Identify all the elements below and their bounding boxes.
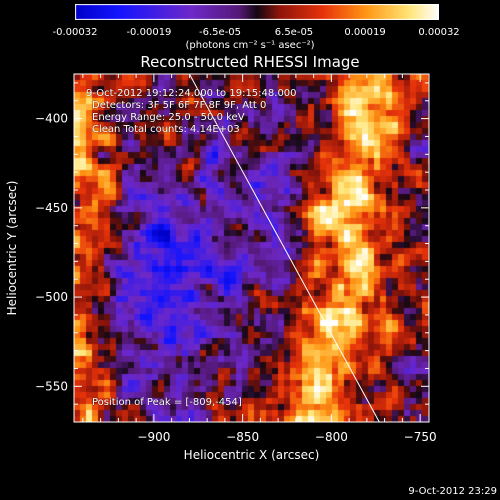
- x-tick-label: −900: [137, 430, 170, 444]
- footer-timestamp: 9-Oct-2012 23:29: [408, 486, 497, 497]
- solar-limb-line: [188, 73, 380, 423]
- colorbar-units: (photons cm⁻² s⁻¹ asec⁻²): [185, 40, 315, 51]
- colorbar-tick-labels: -0.00032 -0.00019 -6.5e-05 6.5e-05 0.00019 0.…: [0, 0, 500, 40]
- colorbar-tick-label: -0.00032: [52, 27, 98, 38]
- peak-annotation: Position of Peak = [-809,-454]: [92, 397, 242, 408]
- time-range-annotation: 9-Oct-2012 19:12:24.000 to 19:15:48.000: [86, 88, 297, 99]
- colorbar: [75, 4, 439, 20]
- heatmap-image: [74, 74, 429, 422]
- plot-frame: [73, 73, 430, 423]
- detectors-annotation: Detectors: 3F 5F 6F 7F 8F 9F, Att 0: [92, 100, 267, 111]
- colorbar-tick-label: 0.00032: [418, 27, 460, 38]
- clean-annotation: Clean Total counts: 4.14E+03: [92, 124, 240, 135]
- colorbar-tick-label: 0.00019: [344, 27, 386, 38]
- y-tick-label: −550: [35, 379, 68, 393]
- x-tick-label: −800: [315, 430, 348, 444]
- chart-title: Reconstructed RHESSI Image: [140, 53, 360, 71]
- colorbar-tick-label: -6.5e-05: [199, 27, 242, 38]
- x-axis-label: Heliocentric X (arcsec): [183, 448, 320, 462]
- y-tick-label: −500: [35, 290, 68, 304]
- x-tick-label: −850: [226, 430, 259, 444]
- y-axis-label: Heliocentric Y (arcsec): [5, 180, 19, 316]
- colorbar-tick-label: 6.5e-05: [274, 27, 314, 38]
- colorbar-tick-label: -0.00019: [126, 27, 172, 38]
- x-tick-label: −750: [404, 430, 437, 444]
- y-tick-label: −400: [35, 112, 68, 126]
- y-tick-label: −450: [35, 201, 68, 215]
- energy-annotation: Energy Range: 25.0 - 50.0 keV: [92, 112, 245, 123]
